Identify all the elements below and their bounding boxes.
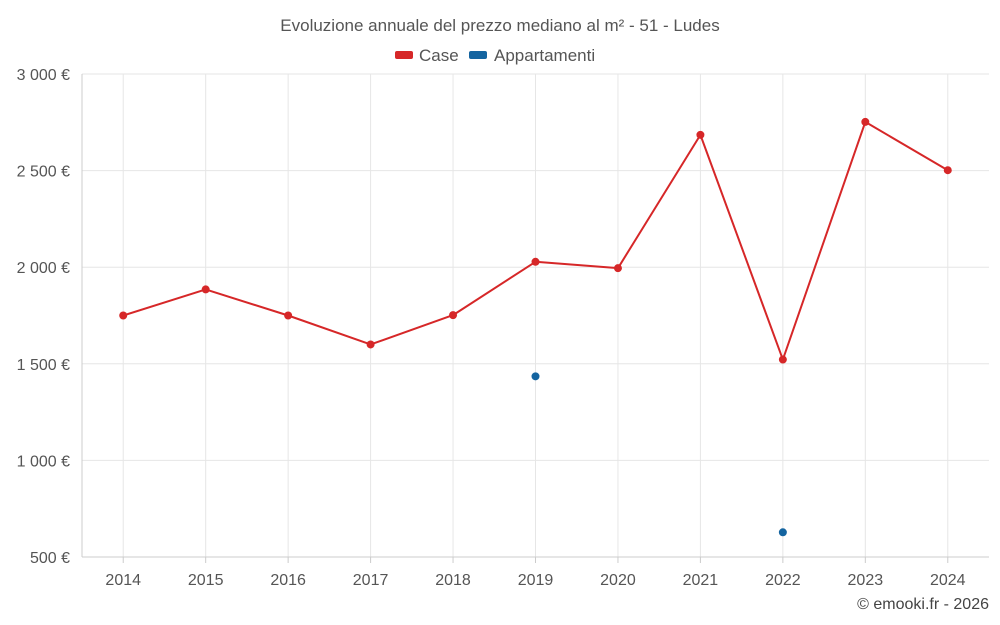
legend: Case Appartamenti	[395, 46, 595, 65]
data-point-appartamenti[interactable]	[531, 372, 540, 381]
y-tick-label: 500 €	[30, 550, 70, 567]
data-point-case[interactable]	[284, 311, 293, 320]
x-axis-ticks: 2014 2015 2016 2017 2018 2019 2020 2021 2022 2023…	[105, 557, 966, 589]
legend-swatch-appartamenti	[469, 51, 487, 59]
x-tick-label: 2015	[188, 572, 224, 589]
x-tick-label: 2014	[105, 572, 141, 589]
data-point-case[interactable]	[531, 257, 540, 266]
series	[119, 117, 952, 537]
data-point-case[interactable]	[943, 166, 952, 175]
y-tick-label: 2 000 €	[17, 260, 70, 277]
credit-text: © emooki.fr - 2026	[857, 596, 989, 613]
data-point-case[interactable]	[119, 311, 128, 320]
x-tick-label: 2022	[765, 572, 801, 589]
data-point-case[interactable]	[366, 340, 375, 349]
data-point-case[interactable]	[696, 130, 705, 139]
legend-label-appartamenti: Appartamenti	[494, 46, 595, 65]
x-tick-label: 2017	[353, 572, 389, 589]
data-point-case[interactable]	[861, 117, 870, 126]
data-point-case[interactable]	[778, 355, 787, 364]
x-tick-label: 2018	[435, 572, 471, 589]
data-point-case[interactable]	[613, 264, 622, 273]
data-point-appartamenti[interactable]	[778, 528, 787, 537]
legend-item-appartamenti[interactable]: Appartamenti	[469, 46, 595, 65]
data-point-case[interactable]	[449, 311, 458, 320]
legend-swatch-case	[395, 51, 413, 59]
x-tick-label: 2020	[600, 572, 636, 589]
legend-label-case: Case	[419, 46, 459, 65]
x-tick-label: 2024	[930, 572, 966, 589]
x-tick-label: 2019	[518, 572, 554, 589]
x-tick-label: 2023	[848, 572, 884, 589]
x-tick-label: 2021	[683, 572, 719, 589]
y-tick-label: 1 000 €	[17, 453, 70, 470]
chart-title: Evoluzione annuale del prezzo mediano al…	[280, 16, 719, 35]
data-point-case[interactable]	[201, 285, 210, 294]
legend-item-case[interactable]: Case	[395, 46, 459, 65]
y-tick-label: 3 000 €	[17, 67, 70, 84]
grid	[81, 73, 989, 558]
x-tick-label: 2016	[270, 572, 306, 589]
y-tick-label: 1 500 €	[17, 357, 70, 374]
y-axis-ticks: 500 € 1 000 € 1 500 € 2 000 € 2 500 € 3 000 €	[17, 67, 70, 567]
y-tick-label: 2 500 €	[17, 164, 70, 181]
